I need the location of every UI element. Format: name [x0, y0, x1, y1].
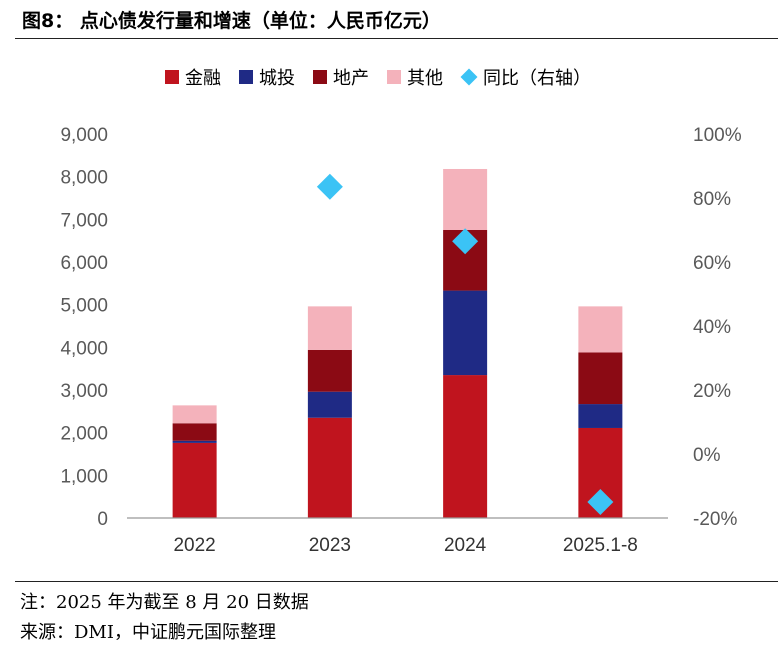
bar-other: [172, 405, 217, 424]
y-left-tick-label: 5,000: [60, 296, 108, 317]
y-right-tick-label: 0%: [693, 445, 721, 466]
bar-property: [172, 423, 217, 441]
legend-label-lgfv: 城投: [259, 68, 295, 89]
bar-property: [307, 349, 352, 392]
y-right-tick-label: 100%: [693, 125, 742, 146]
y-left-tick-label: 1,000: [60, 466, 108, 487]
y-left-tick-label: 9,000: [60, 125, 108, 146]
y-left-tick-label: 4,000: [60, 338, 108, 359]
y-right-tick-label: 80%: [693, 189, 731, 210]
bar-other: [443, 168, 488, 230]
bar-lgfv: [578, 404, 623, 428]
footnote: 注：2025 年为截至 8 月 20 日数据: [20, 592, 309, 613]
legend-label-property: 地产: [333, 68, 369, 89]
bar-lgfv: [443, 290, 488, 376]
bar-finance: [443, 375, 488, 518]
x-tick-label: 2025.1-8: [563, 535, 638, 556]
chart-title: 图8： 点心债发行量和增速（单位：人民币亿元）: [22, 10, 441, 32]
y-left-tick-label: 0: [97, 509, 108, 530]
y-left-tick-label: 7,000: [60, 210, 108, 231]
yoy-marker: [452, 228, 479, 255]
y-right-tick-label: 60%: [693, 253, 731, 274]
bar-other: [578, 306, 623, 353]
chart-canvas: 0 1,000 2,000 3,000 4,000 5,000 6,000 7,000 8,00…: [60, 125, 742, 556]
y-right-tick-label: 40%: [693, 317, 731, 338]
bar-property: [578, 352, 623, 405]
x-tick-label: 2022: [173, 535, 215, 556]
legend-swatch-other: [387, 70, 401, 84]
legend-item-lgfv: 城投: [239, 64, 295, 90]
y-left-tick-label: 6,000: [60, 253, 108, 274]
title-divider: [15, 38, 778, 39]
legend-item-finance: 金融: [165, 64, 221, 90]
chart-legend: 金融 城投 地产 其他 同比（右轴）: [165, 64, 591, 90]
y-right-tick-label: -20%: [693, 509, 737, 530]
footer-divider: [15, 581, 778, 582]
legend-item-yoy: 同比（右轴）: [460, 64, 591, 90]
legend-label-other: 其他: [407, 68, 443, 89]
source-note: 来源：DMI，中证鹏元国际整理: [20, 622, 276, 643]
x-tick-label: 2024: [444, 535, 487, 556]
y-left-tick-label: 3,000: [60, 381, 108, 402]
legend-label-yoy: 同比（右轴）: [483, 68, 591, 89]
bar-lgfv: [307, 391, 352, 418]
yoy-marker: [587, 489, 614, 515]
legend-item-other: 其他: [387, 64, 443, 90]
y-left-tick-label: 8,000: [60, 168, 108, 189]
y-left-tick-label: 2,000: [60, 424, 108, 445]
legend-swatch-finance: [165, 70, 179, 84]
bar-finance: [172, 442, 217, 518]
legend-swatch-lgfv: [239, 70, 253, 84]
bar-finance: [307, 417, 352, 518]
legend-item-property: 地产: [313, 64, 369, 90]
x-tick-label: 2023: [309, 535, 351, 556]
yoy-marker: [316, 173, 343, 200]
legend-label-finance: 金融: [185, 68, 221, 89]
bar-other: [307, 306, 352, 350]
legend-swatch-property: [313, 70, 327, 84]
bar-lgfv: [172, 440, 217, 443]
y-right-tick-label: 20%: [693, 381, 731, 402]
